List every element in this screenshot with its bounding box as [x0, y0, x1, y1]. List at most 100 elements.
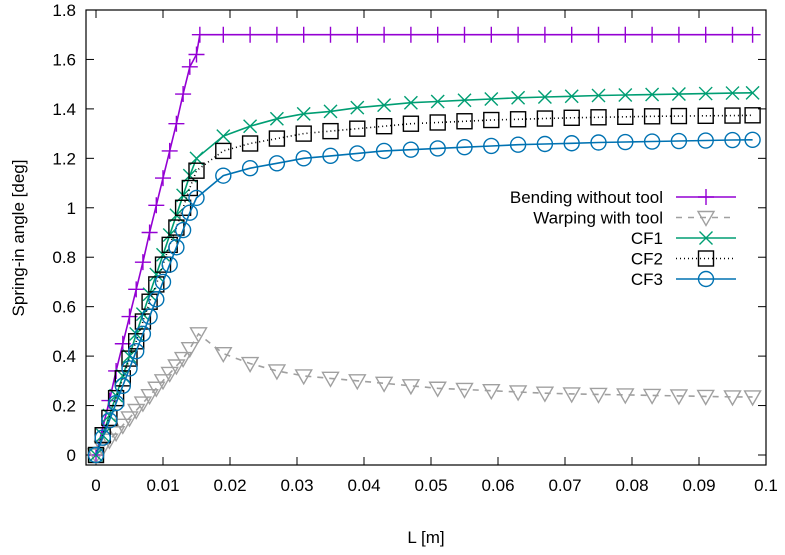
- data-point: [148, 291, 165, 308]
- data-point: [564, 89, 579, 104]
- data-point: [94, 429, 111, 446]
- data-point: [428, 381, 447, 398]
- data-point: [241, 160, 259, 177]
- data-point: [242, 26, 259, 43]
- data-point: [141, 224, 158, 241]
- data-point: [590, 26, 607, 43]
- data-point: [268, 26, 285, 43]
- data-point: [174, 221, 192, 239]
- y-axis-label: Spring-in angle [deg]: [9, 160, 28, 317]
- data-point: [148, 197, 165, 214]
- y-tick-label: 1.6: [52, 50, 76, 69]
- data-point: [191, 26, 208, 43]
- y-tick-label: 1.8: [52, 1, 76, 20]
- data-point: [161, 256, 178, 273]
- data-point: [350, 100, 365, 115]
- data-point: [591, 88, 606, 103]
- x-tick-label: 0.08: [615, 476, 648, 495]
- data-point: [120, 411, 139, 428]
- series-cf3: [87, 131, 761, 464]
- data-point: [322, 122, 339, 140]
- data-point: [698, 86, 713, 101]
- data-point: [617, 26, 634, 43]
- legend-label: CF3: [631, 270, 663, 289]
- data-point: [128, 281, 145, 298]
- data-point: [482, 384, 501, 401]
- data-point: [511, 90, 526, 105]
- data-point: [161, 142, 178, 159]
- x-tick-label: 0.09: [682, 476, 715, 495]
- plot-frame: [85, 9, 767, 466]
- legend-item: CF2: [631, 250, 736, 269]
- data-point: [509, 136, 527, 153]
- data-point: [743, 390, 762, 407]
- data-point: [484, 92, 499, 106]
- x-axis-label: L [m]: [407, 528, 444, 547]
- data-point: [295, 125, 312, 142]
- data-point: [168, 115, 185, 132]
- y-tick-label: 0.4: [52, 347, 76, 366]
- data-point: [296, 106, 311, 121]
- data-point: [456, 113, 473, 130]
- y-tick-label: 0.6: [52, 298, 76, 317]
- data-point: [590, 109, 607, 126]
- data-point: [322, 147, 339, 165]
- data-point: [154, 273, 172, 291]
- data-point: [349, 26, 366, 43]
- data-point: [745, 85, 760, 100]
- data-point: [537, 90, 552, 105]
- data-point: [403, 95, 418, 110]
- data-point: [456, 26, 473, 43]
- data-point: [697, 107, 714, 125]
- data-point: [671, 87, 686, 102]
- data-point: [724, 131, 741, 149]
- data-point: [536, 26, 553, 43]
- series-warping-with-tool: [86, 327, 762, 465]
- data-point: [240, 356, 260, 373]
- data-point: [562, 387, 581, 404]
- data-point: [429, 140, 446, 157]
- data-point: [376, 26, 393, 43]
- data-point: [215, 167, 232, 184]
- data-point: [401, 379, 421, 396]
- legend-marker: [696, 210, 716, 227]
- data-point: [267, 364, 287, 381]
- data-point: [216, 129, 231, 144]
- data-point: [155, 170, 171, 187]
- data-point: [429, 114, 446, 131]
- data-point: [617, 133, 634, 151]
- data-point: [377, 98, 392, 113]
- data-point: [107, 394, 125, 412]
- data-point: [133, 396, 153, 413]
- data-point: [510, 26, 527, 43]
- data-point: [167, 359, 186, 376]
- x-tick-label: 0.03: [280, 476, 313, 495]
- data-point: [181, 58, 198, 75]
- data-point: [175, 86, 192, 103]
- data-point: [321, 371, 340, 388]
- data-point: [724, 26, 741, 43]
- data-point: [430, 94, 445, 109]
- x-tick-label: 0.02: [213, 476, 246, 495]
- legend-item: Warping with tool: [533, 209, 736, 228]
- legend-label: Warping with tool: [533, 209, 663, 228]
- data-point: [160, 366, 179, 383]
- legend: Bending without tool Warping with toolCF1…: [510, 188, 736, 289]
- data-point: [456, 139, 473, 156]
- series-line: [95, 114, 753, 456]
- data-point: [121, 360, 138, 377]
- data-point: [483, 137, 500, 155]
- x-tick-label: 0.05: [414, 476, 447, 495]
- data-point: [429, 26, 446, 43]
- data-point: [508, 385, 528, 402]
- data-point: [670, 132, 688, 150]
- data-point: [374, 376, 394, 393]
- data-point: [616, 388, 635, 405]
- data-point: [295, 150, 312, 167]
- legend-label: CF1: [631, 229, 663, 248]
- data-point: [744, 107, 761, 124]
- data-point: [141, 308, 158, 325]
- legend-item: CF1: [631, 229, 736, 248]
- data-point: [375, 117, 393, 135]
